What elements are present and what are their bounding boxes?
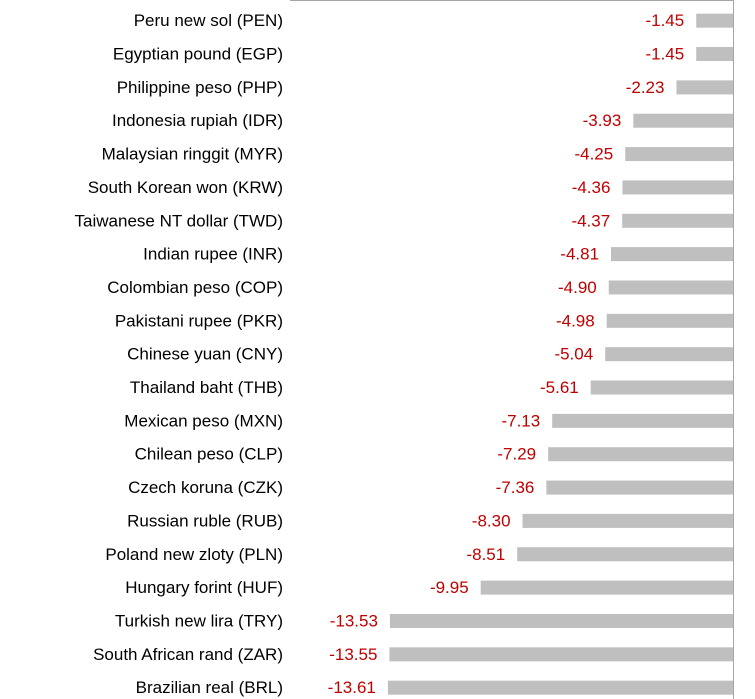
bar xyxy=(517,547,733,562)
value-label: -1.45 xyxy=(645,11,684,30)
value-label: -4.36 xyxy=(572,178,611,197)
bar xyxy=(696,47,733,62)
category-label: Russian ruble (RUB) xyxy=(127,511,283,530)
value-label: -4.37 xyxy=(571,211,610,230)
bar xyxy=(546,480,733,495)
category-label: Chilean peso (CLP) xyxy=(135,445,283,464)
value-label: -8.30 xyxy=(472,511,511,530)
bar xyxy=(622,180,733,195)
bar xyxy=(590,380,733,395)
value-label: -4.90 xyxy=(558,278,597,297)
bar xyxy=(611,247,733,262)
value-label: -5.61 xyxy=(540,378,579,397)
bar xyxy=(608,280,733,295)
bar xyxy=(696,13,733,28)
bar xyxy=(606,313,733,328)
value-label: -7.13 xyxy=(501,411,540,430)
bar xyxy=(625,147,733,162)
category-label: Colombian peso (COP) xyxy=(107,278,283,297)
value-label: -4.81 xyxy=(560,245,599,264)
bar xyxy=(622,213,733,228)
bar xyxy=(548,447,733,462)
bar xyxy=(522,513,733,528)
value-label: -7.36 xyxy=(496,478,535,497)
category-label: Thailand baht (THB) xyxy=(130,378,283,397)
bar xyxy=(552,413,733,428)
value-label: -9.95 xyxy=(430,578,469,597)
category-label: Mexican peso (MXN) xyxy=(124,411,283,430)
bar xyxy=(389,613,733,628)
category-label: South Korean won (KRW) xyxy=(88,178,283,197)
value-label: -8.51 xyxy=(466,545,505,564)
bar xyxy=(676,80,733,95)
category-label: Pakistani rupee (PKR) xyxy=(115,311,283,330)
value-label: -13.53 xyxy=(330,611,378,630)
category-label: Philippine peso (PHP) xyxy=(117,78,283,97)
category-label: Brazilian real (BRL) xyxy=(136,678,283,697)
value-label: -13.61 xyxy=(328,678,376,697)
category-label: Chinese yuan (CNY) xyxy=(127,345,283,364)
category-label: Indian rupee (INR) xyxy=(143,245,283,264)
bar xyxy=(480,580,733,595)
value-label: -4.25 xyxy=(574,145,613,164)
value-label: -7.29 xyxy=(497,445,536,464)
category-label: Malaysian ringgit (MYR) xyxy=(102,145,283,164)
value-label: -3.93 xyxy=(583,111,622,130)
value-label: -5.04 xyxy=(554,345,593,364)
category-label: Czech koruna (CZK) xyxy=(128,478,283,497)
category-label: Peru new sol (PEN) xyxy=(134,11,283,30)
value-label: -4.98 xyxy=(556,311,595,330)
bar xyxy=(389,647,733,662)
category-label: Egyptian pound (EGP) xyxy=(113,45,283,64)
category-label: Turkish new lira (TRY) xyxy=(115,611,283,630)
value-label: -2.23 xyxy=(626,78,665,97)
value-label: -1.45 xyxy=(645,45,684,64)
category-label: Indonesia rupiah (IDR) xyxy=(112,111,283,130)
bar xyxy=(633,113,733,128)
value-label: -13.55 xyxy=(329,645,377,664)
bar xyxy=(387,680,733,695)
category-label: South African rand (ZAR) xyxy=(93,645,283,664)
category-label: Poland new zloty (PLN) xyxy=(105,545,283,564)
bar xyxy=(605,347,733,362)
category-label: Taiwanese NT dollar (TWD) xyxy=(75,211,283,230)
category-label: Hungary forint (HUF) xyxy=(125,578,283,597)
